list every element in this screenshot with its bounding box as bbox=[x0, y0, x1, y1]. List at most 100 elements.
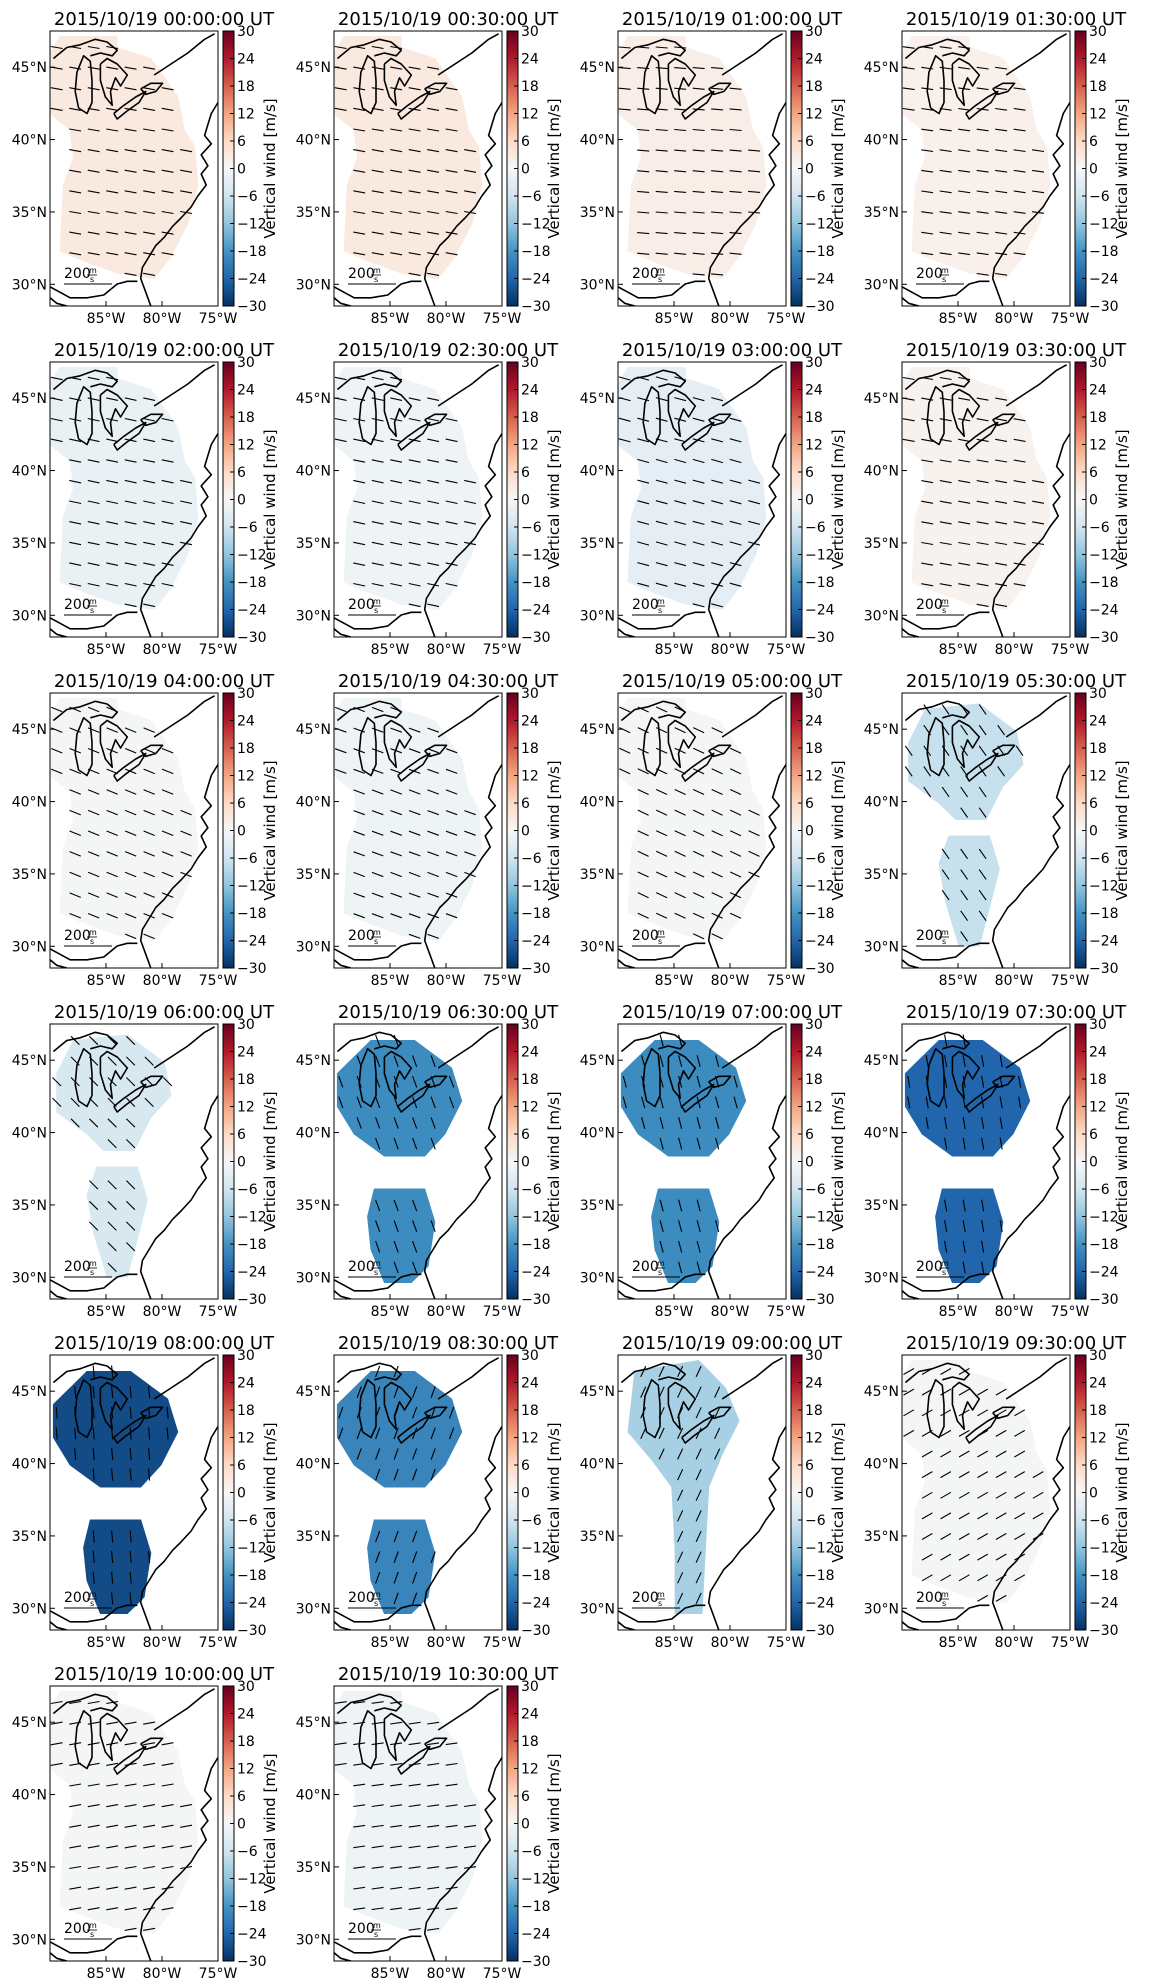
wind-arrow bbox=[371, 231, 384, 235]
wind-arrow bbox=[674, 789, 686, 795]
wind-arrow bbox=[674, 190, 687, 193]
wind-arrow bbox=[69, 169, 82, 173]
wind-arrow bbox=[1013, 438, 1026, 442]
wind-arrow bbox=[356, 1386, 362, 1398]
wind-arrow bbox=[960, 910, 969, 922]
wind-arrow bbox=[976, 169, 989, 173]
wind-arrow bbox=[729, 417, 742, 422]
wind-arrow bbox=[87, 149, 100, 153]
wind-arrow bbox=[1032, 1533, 1044, 1540]
wind-arrow bbox=[674, 706, 686, 713]
colorbar-tick-label: −6 bbox=[237, 1513, 258, 1529]
wind-arrow bbox=[69, 851, 82, 857]
wind-arrow bbox=[124, 1886, 137, 1890]
colorbar-label: Vertical wind [m/s] bbox=[545, 1753, 563, 1893]
colorbar-tick-label: −24 bbox=[237, 272, 267, 288]
wind-arrow bbox=[637, 149, 650, 152]
wind-arrow bbox=[939, 252, 952, 256]
wind-arrow bbox=[655, 67, 668, 70]
lat-tick-label: 40°N bbox=[296, 1126, 331, 1142]
coastline bbox=[423, 1757, 502, 1961]
wind-arrow bbox=[695, 1551, 702, 1563]
colorbar-tick-label: 24 bbox=[237, 714, 255, 730]
wind-arrow bbox=[393, 1117, 399, 1129]
wind-arrow bbox=[87, 190, 100, 194]
wind-arrow bbox=[944, 1055, 948, 1068]
lon-tick-label: 85°W bbox=[87, 1635, 126, 1651]
colorbar-tick-label: −18 bbox=[237, 906, 267, 922]
wind-arrow bbox=[902, 87, 915, 91]
colorbar-tick-label: 18 bbox=[1089, 1403, 1107, 1419]
wind-arrow bbox=[408, 1824, 421, 1828]
wind-arrow bbox=[445, 789, 458, 795]
colorbar-tick-label: 6 bbox=[237, 465, 246, 481]
colorbar-tick-label: 24 bbox=[805, 52, 823, 68]
lat-tick-label: 35°N bbox=[12, 867, 47, 883]
wind-arrow bbox=[106, 252, 119, 256]
colorbar-tick-label: −24 bbox=[521, 1265, 551, 1281]
reference-vector-label: 200 bbox=[916, 928, 943, 944]
wind-arrow bbox=[692, 149, 705, 152]
wind-arrow bbox=[995, 1450, 1007, 1458]
colorbar-label: Vertical wind [m/s] bbox=[1113, 1422, 1131, 1562]
wind-arrow bbox=[393, 1137, 399, 1150]
lat-tick-label: 40°N bbox=[12, 1788, 47, 1804]
wind-arrow bbox=[940, 1471, 952, 1479]
wind-arrow bbox=[107, 1118, 117, 1128]
wind-arrow bbox=[92, 1447, 95, 1461]
lat-tick-label: 45°N bbox=[12, 1053, 47, 1069]
wind-arrow bbox=[124, 541, 137, 546]
lon-tick-label: 85°W bbox=[371, 311, 410, 327]
colorbar-tick-label: −24 bbox=[521, 1927, 551, 1943]
wind-arrow bbox=[106, 1845, 119, 1849]
wind-arrow bbox=[408, 252, 421, 256]
wind-arrow bbox=[618, 108, 631, 111]
wind-arrow bbox=[353, 87, 366, 91]
wind-arrow bbox=[711, 232, 724, 235]
wind-arrow bbox=[939, 107, 952, 111]
wind-arrow bbox=[393, 1365, 399, 1378]
colorbar-tick-label: 0 bbox=[521, 1817, 530, 1833]
wind-arrow bbox=[1032, 149, 1045, 153]
wind-arrow bbox=[390, 1762, 403, 1766]
wind-arrow bbox=[995, 1388, 1007, 1396]
wind-arrow bbox=[921, 1471, 933, 1479]
coastline bbox=[437, 1688, 499, 1731]
colorbar-tick-label: −12 bbox=[237, 548, 267, 564]
wind-arrow bbox=[161, 128, 174, 132]
wind-arrow bbox=[921, 438, 934, 442]
wind-arrow bbox=[427, 479, 440, 484]
colorbar-tick-label: 30 bbox=[521, 355, 539, 371]
wind-arrow bbox=[981, 1261, 985, 1274]
wind-arrow bbox=[748, 190, 761, 193]
coastline bbox=[620, 1362, 686, 1384]
wind-arrow bbox=[106, 1907, 119, 1911]
coastline bbox=[902, 1604, 990, 1623]
wind-arrow bbox=[393, 1240, 399, 1253]
wind-arrow bbox=[729, 211, 742, 214]
lat-tick-label: 35°N bbox=[296, 1529, 331, 1545]
coastline bbox=[50, 1952, 68, 1961]
wind-arrow bbox=[711, 458, 724, 464]
wind-arrow bbox=[427, 1866, 440, 1869]
wind-arrow bbox=[371, 45, 384, 50]
reference-vector-label: 200 bbox=[916, 597, 943, 613]
wind-arrow bbox=[618, 417, 631, 422]
wind-arrow bbox=[692, 232, 705, 235]
wind-arrow bbox=[69, 45, 82, 50]
colorbar-tick-label: 18 bbox=[521, 410, 539, 426]
wind-arrow bbox=[995, 397, 1008, 401]
wind-arrow bbox=[921, 1388, 933, 1396]
wind-arrow bbox=[921, 1553, 933, 1561]
wind-arrow bbox=[941, 766, 950, 777]
wind-arrow bbox=[999, 1117, 1003, 1129]
wind-arrow bbox=[161, 830, 174, 837]
wind-arrow bbox=[143, 1783, 156, 1787]
wind-arrow bbox=[748, 809, 760, 816]
wind-arrow bbox=[430, 1427, 436, 1440]
wind-arrow bbox=[353, 1701, 366, 1704]
wind-arrow bbox=[161, 169, 174, 173]
wind-arrow bbox=[655, 128, 668, 132]
wind-arrow bbox=[371, 190, 384, 194]
wind-arrow bbox=[978, 889, 987, 901]
